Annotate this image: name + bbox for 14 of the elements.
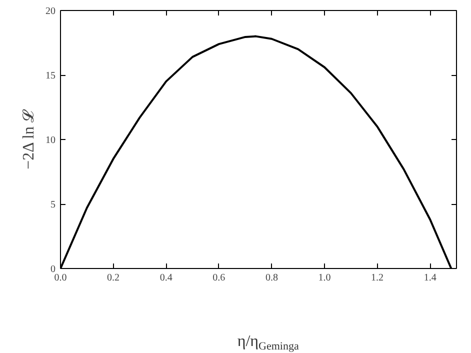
x-tick-label: 1.2 xyxy=(371,272,384,284)
y-tick-label: 15 xyxy=(46,70,56,82)
y-tick-label: 20 xyxy=(46,6,56,17)
y-tick-label: 5 xyxy=(50,200,56,210)
y-axis-title: −2Δ ln 𝓛 xyxy=(20,108,38,170)
x-tick-label: 0.8 xyxy=(265,272,278,284)
x-tick-label: 0.0 xyxy=(54,272,67,284)
x-tick-label: 0.2 xyxy=(107,272,120,284)
x-tick-label: 1.4 xyxy=(424,272,436,284)
x-tick-label: 1.0 xyxy=(318,272,331,284)
x-tick-label: 0.6 xyxy=(212,272,226,284)
y-tick-label: 0 xyxy=(50,264,56,275)
y-tick-label: 10 xyxy=(46,135,56,146)
x-tick-label: 0.4 xyxy=(160,272,172,284)
